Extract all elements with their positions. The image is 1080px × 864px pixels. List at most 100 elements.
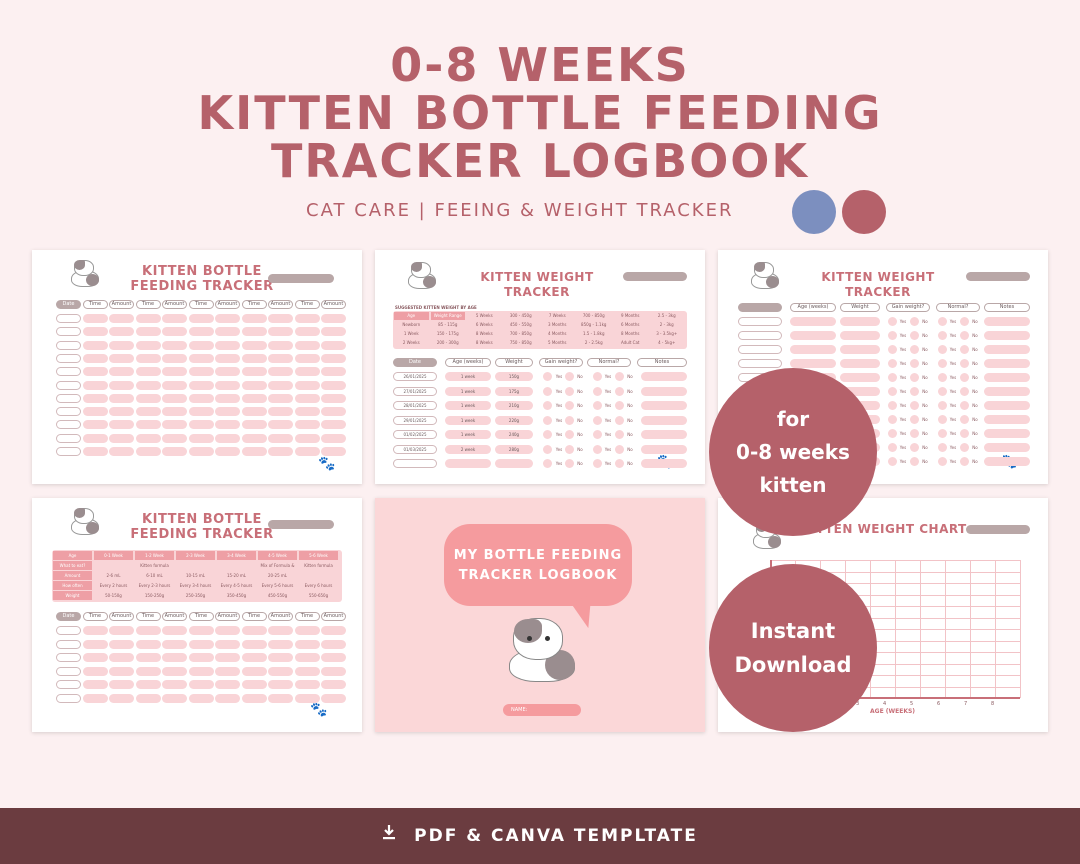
gain-yes-dot — [543, 401, 552, 410]
yes-label: Yes — [949, 375, 957, 380]
table-cell — [241, 626, 267, 635]
grid-line-horizontal — [770, 560, 1020, 561]
yes-label: Yes — [555, 417, 563, 423]
table-cell — [241, 420, 267, 430]
age-cell: 1 week — [445, 430, 491, 439]
notes-cell — [984, 387, 1030, 396]
table-cell — [135, 433, 161, 443]
main-title-line-2: KITTEN BOTTLE FEEDING — [197, 86, 883, 140]
table-cell — [188, 653, 214, 662]
table-cell — [321, 653, 346, 662]
weight-guide-table: Age Weight Range 5 Weeks 300 - 450g 7 Weeks 7… — [393, 311, 687, 349]
date-cell: 01/03/2025 — [393, 444, 437, 454]
guide-cell: 3 - 3.5kg+ — [656, 331, 678, 336]
date-cell — [393, 459, 437, 468]
yes-label: Yes — [949, 319, 957, 324]
guide-cell — [299, 571, 338, 580]
table-cell — [109, 314, 134, 323]
notes-cell — [984, 429, 1030, 438]
weight-cell — [840, 359, 880, 368]
name-field: NAME: Luna — [623, 272, 687, 288]
gain-yes-dot — [543, 444, 552, 454]
notes-cell — [984, 401, 1030, 410]
date-cell — [738, 345, 782, 354]
x-tick-label: 7 — [964, 701, 968, 707]
weight-cell — [840, 345, 880, 354]
table-cell — [135, 393, 161, 403]
guide-cell: 700 - 850g — [509, 331, 532, 336]
guide-cell: 450 - 550g — [509, 322, 532, 327]
weight-cell — [840, 331, 880, 340]
table-cell — [135, 666, 161, 676]
grid-line-horizontal — [770, 675, 1020, 676]
grid-line-horizontal — [770, 640, 1020, 642]
table-cell — [215, 653, 240, 662]
guide-cell: 0-1 Week — [94, 551, 133, 560]
gain-yes-dot — [888, 429, 897, 438]
notes-cell — [641, 386, 687, 396]
weight-cell: 210g — [495, 401, 533, 410]
grid-line-horizontal — [770, 663, 1020, 665]
table-cell — [82, 680, 108, 689]
table-cell — [135, 340, 161, 350]
guide-cell: 6-10 mL — [146, 573, 163, 578]
normal-no-dot — [960, 317, 969, 326]
table-cell — [56, 314, 81, 323]
guide-cell: 9 Months — [621, 313, 640, 318]
table-cell — [268, 626, 293, 635]
table-cell — [294, 340, 320, 350]
x-tick-label: 5 — [910, 701, 914, 707]
gain-yes-dot — [543, 430, 552, 439]
date-cell: 28/01/2025 — [393, 401, 437, 410]
no-label: No — [627, 374, 633, 379]
table-cell — [188, 433, 214, 443]
column-header: Amount — [215, 300, 240, 309]
yes-label: Yes — [949, 403, 957, 408]
no-label: No — [972, 347, 978, 352]
download-icon — [382, 807, 396, 863]
table-cell — [215, 367, 240, 377]
table-cell — [215, 380, 240, 390]
guide-cell: 1.5 - 1.8kg — [582, 331, 605, 336]
gain-no-dot — [910, 443, 919, 452]
x-tick-label: 4 — [883, 701, 887, 707]
table-cell — [215, 693, 240, 703]
guide-cell: 1-2 Week — [135, 551, 174, 560]
table-cell — [321, 639, 346, 649]
age-cell: 1 week — [445, 401, 491, 410]
table-cell — [268, 353, 293, 363]
table-cell — [294, 420, 320, 430]
gain-no-dot — [565, 430, 574, 439]
table-cell — [162, 447, 187, 456]
table-cell — [294, 680, 320, 689]
table-cell — [215, 420, 240, 430]
table-cell — [109, 353, 134, 363]
date-cell — [738, 317, 782, 326]
guide-cell: 3 Months — [548, 322, 567, 327]
yes-label: Yes — [949, 361, 957, 366]
table-cell — [82, 433, 108, 443]
table-cell — [294, 353, 320, 363]
table-cell — [215, 639, 240, 649]
normal-no-dot — [960, 387, 969, 396]
notes-cell — [641, 401, 687, 410]
weight-cell: 220g — [495, 415, 533, 425]
no-label: No — [627, 388, 633, 394]
table-cell — [268, 653, 293, 662]
table-cell — [268, 680, 293, 689]
no-label: No — [922, 417, 928, 422]
gain-no-dot — [910, 331, 919, 340]
table-cell — [241, 693, 267, 703]
no-label: No — [577, 374, 583, 379]
column-header: Amount — [109, 612, 134, 621]
gain-no-dot — [910, 429, 919, 438]
table-cell — [109, 680, 134, 689]
gain-no-dot — [910, 401, 919, 410]
table-cell — [135, 626, 161, 635]
table-cell — [109, 327, 134, 337]
table-cell — [162, 353, 187, 363]
gain-yes-dot — [888, 359, 897, 368]
normal-yes-dot — [938, 401, 947, 410]
guide-cell: 300 - 450g — [509, 313, 532, 318]
speech-bubble — [444, 524, 632, 606]
